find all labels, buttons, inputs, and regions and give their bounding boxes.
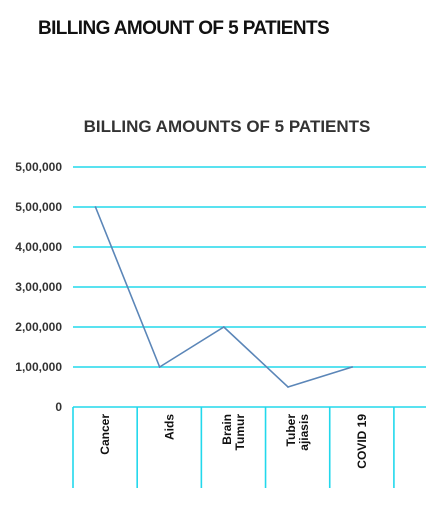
x-tick-label: BrainTumur xyxy=(220,414,247,451)
x-axis-ticks: Cancer Aids BrainTumur Tuberajiasis COVID 19 xyxy=(98,414,369,469)
y-tick-label: 1,00,000 xyxy=(15,360,62,374)
data-point xyxy=(158,366,161,368)
data-point xyxy=(351,366,354,368)
y-tick-label: 4,00,000 xyxy=(15,240,62,254)
y-tick-label: 3,00,000 xyxy=(15,280,62,294)
y-tick-label: 5,00,000 xyxy=(15,200,62,214)
x-tick-label: COVID 19 xyxy=(355,414,369,469)
data-point xyxy=(222,326,225,328)
series-line xyxy=(94,206,353,388)
x-tick-label: Tuberajiasis xyxy=(284,414,311,451)
data-point xyxy=(94,206,97,208)
series-group xyxy=(94,206,354,388)
page-heading: BILLING AMOUNT OF 5 PATIENTS xyxy=(38,18,330,39)
y-tick-label: 0 xyxy=(55,400,62,414)
chart-title: BILLING AMOUNTS OF 5 PATIENTS xyxy=(84,117,371,136)
data-point xyxy=(287,386,289,388)
y-tick-label: 5,00,000 xyxy=(15,160,62,174)
y-axis-ticks: 0 1,00,000 2,00,000 3,00,000 4,00,000 5,00,00… xyxy=(15,160,62,414)
gridlines xyxy=(72,166,426,488)
x-tick-label: Aids xyxy=(162,414,176,440)
y-tick-label: 2,00,000 xyxy=(15,320,62,334)
x-tick-label: Cancer xyxy=(98,414,112,455)
